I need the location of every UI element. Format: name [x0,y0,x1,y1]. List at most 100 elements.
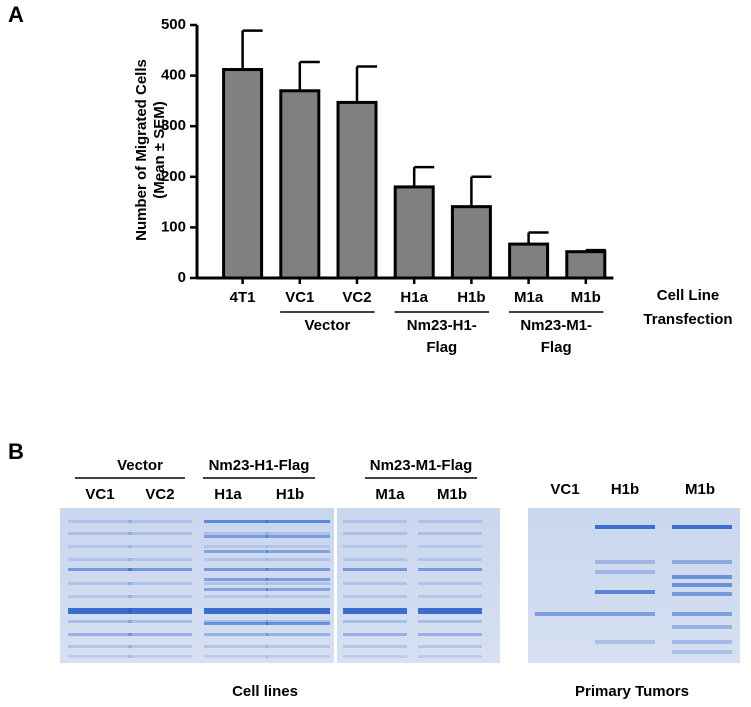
gel-band [68,532,132,535]
bar [393,185,435,280]
gel-band [266,558,330,561]
gel-group-label: Nm23-H1-Flag [209,457,310,474]
gel-band [672,560,732,564]
gel-band [204,588,268,591]
x-tick-label: 4T1 [230,289,256,306]
gel-band [343,645,407,648]
gel-band [418,608,482,614]
gel-band [595,570,655,574]
gel-group-label: Nm23-M1-Flag [370,457,473,474]
x-tick-label: H1a [400,289,428,306]
x-tick-label: H1b [457,289,485,306]
gel-band [595,590,655,594]
gel-group-label: Vector [117,457,163,474]
gel-band [343,608,407,614]
bar [450,205,492,280]
lane-label: M1b [437,486,467,503]
lane-label: VC1 [85,486,114,503]
gel-band [128,520,192,523]
y-axis-label: Number of Migrated Cells [133,59,150,241]
y-axis-label: (Mean ± SEM) [151,101,168,198]
gel-band [68,645,132,648]
gel-band [343,582,407,585]
gel-band [128,568,192,571]
group-label: Vector [304,317,350,334]
gel-band [418,582,482,585]
gel-band [68,558,132,561]
gel-band [204,520,268,523]
gel-band [418,595,482,598]
gel-band [204,568,268,571]
gel-band [418,558,482,561]
gel-band [672,650,732,654]
gel-band [418,520,482,523]
lane-label: H1a [214,486,242,503]
group-label: Flag [541,339,572,356]
gel-band [266,655,330,658]
gel-band [343,558,407,561]
gel-band [418,645,482,648]
gel-band [128,582,192,585]
gel-band [128,558,192,561]
bar [508,242,550,280]
gel-band [128,595,192,598]
gel-band [266,520,330,523]
x-tick-label: M1b [571,289,601,306]
gel-band [266,588,330,591]
gel-band [595,612,655,616]
panel-label: B [8,439,24,464]
bar [279,89,321,280]
gel-band [672,592,732,596]
bar [565,250,607,280]
y-tick-label: 100 [161,218,186,235]
gel-band [204,532,268,535]
x-tick-label: M1a [514,289,544,306]
gel-band [418,620,482,623]
gel-band [343,520,407,523]
gel-band [266,578,330,581]
gel-band [672,612,732,616]
gel-band [672,575,732,579]
gel-band [672,583,732,587]
lane-label: H1b [611,481,639,498]
gel-band [343,545,407,548]
bar [336,100,378,280]
panel-label: A [8,2,24,27]
gel-band [343,655,407,658]
gel-band [204,535,268,538]
gel-band [595,560,655,564]
y-tick-label: 0 [178,269,186,286]
lane-label: VC2 [145,486,174,503]
gel-band [418,532,482,535]
gel-band [266,545,330,548]
gel-band [204,545,268,548]
gel-band [266,633,330,636]
group-label: Nm23-H1- [407,317,477,334]
gel-band [418,545,482,548]
gel-band [266,532,330,535]
gel-band [204,633,268,636]
gel-band [343,620,407,623]
y-tick-label: 300 [161,117,186,134]
lane-label: M1b [685,481,715,498]
gel-band [343,633,407,636]
lane-label: H1b [276,486,304,503]
gel-band [204,550,268,553]
gel-band [204,655,268,658]
gel-band [418,655,482,658]
gel-image [60,508,500,663]
gel-band [672,640,732,644]
gel-band [68,608,132,614]
gel-band [128,620,192,623]
x-axis-label: Transfection [643,311,732,328]
group-label: Nm23-M1- [520,317,592,334]
y-tick-label: 400 [161,67,186,84]
gel-band [68,545,132,548]
gel-band [266,622,330,625]
y-tick-label: 500 [161,16,186,33]
gel-band [418,633,482,636]
gel-band [68,633,132,636]
gel-band [266,645,330,648]
gel-band [672,625,732,629]
